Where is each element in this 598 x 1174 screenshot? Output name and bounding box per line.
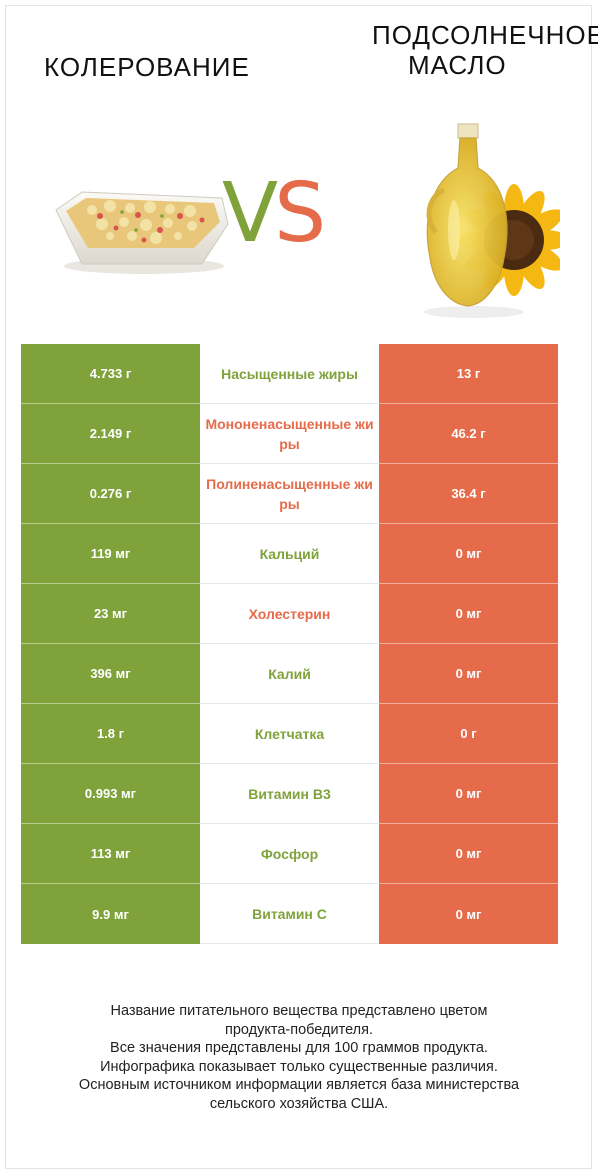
left-value-cell: 0.276 г xyxy=(21,464,200,524)
baked-casserole-dish-image xyxy=(55,191,229,274)
vs-letter-s: S xyxy=(274,166,326,261)
right-value-cell: 0 мг xyxy=(379,884,558,944)
right-title-line2: МАСЛО xyxy=(408,50,507,80)
left-product-title: КОЛЕРОВАНИЕ xyxy=(44,52,250,82)
nutrient-name-cell: Фосфор xyxy=(200,824,379,884)
infographic-frame xyxy=(5,5,592,1169)
table-row: 23 мг Холестерин 0 мг xyxy=(21,584,558,644)
left-value-cell: 2.149 г xyxy=(21,404,200,464)
nutrient-name-cell: Холестерин xyxy=(200,584,379,644)
table-row: 119 мг Кальций 0 мг xyxy=(21,524,558,584)
footer-line: Инфографика показывает только существенн… xyxy=(100,1058,498,1075)
left-value-cell: 119 мг xyxy=(21,524,200,584)
footer-line: Основным источником информации является … xyxy=(78,1077,520,1093)
footer-line: Название питательного вещества представл… xyxy=(110,1003,488,1019)
nutrient-name-cell: Клетчатка xyxy=(200,704,379,764)
footer-line: Все значения представлены для 100 граммо… xyxy=(110,1040,488,1056)
right-title-line1: ПОДСОЛНЕЧНОЕ xyxy=(372,20,598,50)
nutrient-name-cell: Витамин B3 xyxy=(200,764,379,824)
nutrient-label: Витамин B3 xyxy=(248,785,331,802)
nutrient-label: Мононенасыщенные жиры xyxy=(205,415,374,452)
right-value-cell: 46.2 г xyxy=(379,404,558,464)
table-row: 0.993 мг Витамин B3 0 мг xyxy=(21,764,558,824)
nutrient-label: Калий xyxy=(268,665,311,682)
nutrient-label: Клетчатка xyxy=(254,725,325,742)
nutrient-name-cell: Витамин C xyxy=(200,884,379,944)
footer-line: сельского хозяйства США. xyxy=(209,1095,389,1112)
table-row: 2.149 г Мононенасыщенные жиры 46.2 г xyxy=(21,404,558,464)
right-value-cell: 0 мг xyxy=(379,644,558,704)
left-value-cell: 23 мг xyxy=(21,584,200,644)
comparison-table: 4.733 г Насыщенные жиры 13 г 2.149 г Мононен… xyxy=(21,344,558,944)
vs-letter-v: V xyxy=(222,166,278,261)
table-row: 396 мг Калий 0 мг xyxy=(21,644,558,704)
footer-line: продукта-победителя. xyxy=(224,1021,374,1038)
vs-label: VS xyxy=(222,166,326,262)
left-value-cell: 113 мг xyxy=(21,824,200,884)
nutrient-name-cell: Кальций xyxy=(200,524,379,584)
nutrient-name-cell: Мононенасыщенные жиры xyxy=(200,404,379,464)
nutrient-label: Кальций xyxy=(259,545,320,562)
table-row: 113 мг Фосфор 0 мг xyxy=(21,824,558,884)
nutrient-name-cell: Полиненасыщенные жиры xyxy=(200,464,379,524)
footer-notes: Название питательного вещества представл… xyxy=(20,1002,578,1113)
left-value-cell: 1.8 г xyxy=(21,704,200,764)
table-row: 1.8 г Клетчатка 0 г xyxy=(21,704,558,764)
right-value-cell: 0 мг xyxy=(379,584,558,644)
right-value-cell: 0 мг xyxy=(379,764,558,824)
left-value-cell: 396 мг xyxy=(21,644,200,704)
sunflower-oil-bottle-image xyxy=(424,123,560,318)
nutrient-label: Фосфор xyxy=(260,845,319,862)
nutrient-label: Насыщенные жиры xyxy=(221,365,358,382)
right-product-title: ПОДСОЛНЕЧНОЕ МАСЛО xyxy=(372,20,598,80)
table-row: 0.276 г Полиненасыщенные жиры 36.4 г xyxy=(21,464,558,524)
table-row: 4.733 г Насыщенные жиры 13 г xyxy=(21,344,558,404)
right-value-cell: 36.4 г xyxy=(379,464,558,524)
right-value-cell: 0 мг xyxy=(379,824,558,884)
left-value-cell: 9.9 мг xyxy=(21,884,200,944)
nutrient-name-cell: Калий xyxy=(200,644,379,704)
left-value-cell: 0.993 мг xyxy=(21,764,200,824)
table-row: 9.9 мг Витамин C 0 мг xyxy=(21,884,558,944)
left-value-cell: 4.733 г xyxy=(21,344,200,404)
right-value-cell: 0 мг xyxy=(379,524,558,584)
right-value-cell: 0 г xyxy=(379,704,558,764)
right-value-cell: 13 г xyxy=(379,344,558,404)
nutrient-name-cell: Насыщенные жиры xyxy=(200,344,379,404)
nutrient-label: Витамин C xyxy=(252,905,327,922)
nutrient-label: Полиненасыщенные жиры xyxy=(206,475,373,512)
nutrient-label: Холестерин xyxy=(248,605,331,622)
